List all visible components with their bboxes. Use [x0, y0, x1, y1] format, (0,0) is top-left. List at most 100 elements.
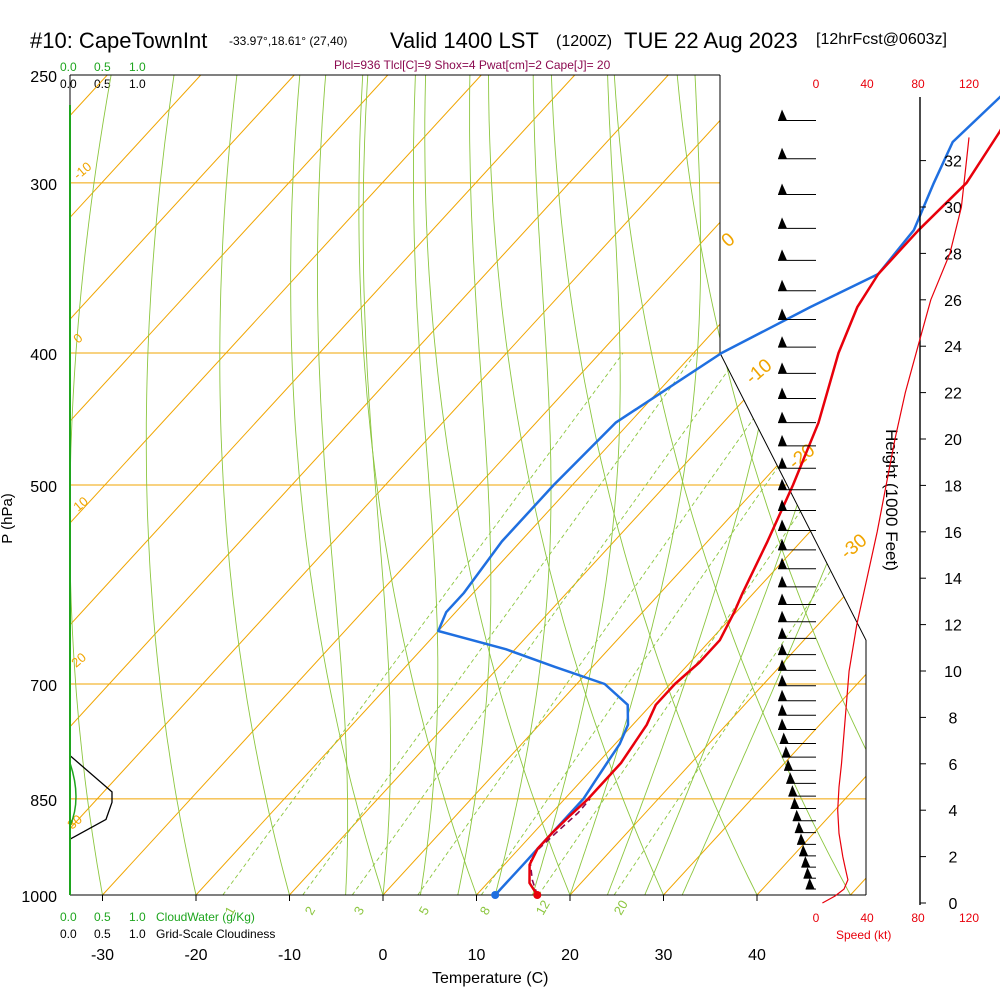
- moist-adiabat-4: [413, 75, 439, 895]
- wind-barb-flag: [794, 821, 804, 833]
- dry-adiabat-110: [992, 75, 1000, 895]
- isotherm-label-30-right: -30: [837, 530, 872, 564]
- x-tick-label-0: 0: [379, 947, 388, 964]
- cw-top-05: 0.5: [94, 60, 111, 74]
- height-tick-label-32: 32: [944, 154, 962, 171]
- wind-barb-flag: [799, 844, 809, 856]
- height-tick-label-20: 20: [944, 432, 962, 449]
- moist-adiabat-0: [362, 75, 391, 895]
- y-tick-label-500: 500: [30, 479, 57, 496]
- isotherm--50: [70, 75, 669, 895]
- cw-bot-0: 0.0: [60, 910, 77, 924]
- speed-tick-bottom-0: 0: [813, 911, 820, 925]
- y-tick-label-400: 400: [30, 347, 57, 364]
- temperature-profile: [528, 128, 1000, 896]
- speed-tick-bottom-120: 120: [959, 911, 979, 925]
- wind-barb-flag: [796, 833, 806, 845]
- dry-adiabat-50: [613, 75, 851, 895]
- wind-barb-flag: [778, 109, 787, 121]
- valid-zulu: (1200Z): [556, 33, 613, 50]
- wind-barb-flag: [778, 704, 787, 716]
- cw-top-1: 1.0: [129, 60, 146, 74]
- wind-barb-flag: [778, 217, 787, 229]
- isotherm-label-n10-top: -10: [70, 159, 94, 183]
- wind-barb-flag: [778, 387, 787, 399]
- cw-bot-05: 0.5: [94, 910, 111, 924]
- cl-bot-1: 1.0: [129, 927, 146, 941]
- valid-time: Valid 1400 LST: [390, 28, 539, 53]
- wind-barbs: [778, 109, 816, 890]
- moist-adiabat--4: [317, 75, 349, 895]
- wind-barb-flag: [778, 308, 787, 320]
- plot-area: [0, 75, 1000, 895]
- isotherm--40: [70, 75, 763, 895]
- isotherm-label-n20-left: 20: [68, 650, 89, 671]
- x-tick-label--20: -20: [184, 947, 207, 964]
- mixing-ratio-2: [302, 352, 697, 895]
- height-tick-label-6: 6: [949, 757, 958, 774]
- cl-bot-0: 0.0: [60, 927, 77, 941]
- mixing-ratio-label-12: 12: [533, 897, 553, 917]
- speed-axis-title: Speed (kt): [836, 928, 892, 942]
- mixing-ratio-3: [351, 352, 741, 895]
- wind-barb-flag: [778, 478, 787, 490]
- dry-adiabat-60: [676, 75, 866, 895]
- x-tick-label-30: 30: [655, 947, 673, 964]
- height-tick-label-26: 26: [944, 293, 962, 310]
- cl-bot-05: 0.5: [94, 927, 111, 941]
- wind-barb-flag: [790, 797, 800, 809]
- height-tick-label-18: 18: [944, 478, 962, 495]
- wind-barb-flag: [778, 610, 787, 622]
- dry-adiabat-20: [424, 75, 571, 895]
- wind-barb-flag: [778, 519, 787, 531]
- mixing-ratio-5: [417, 352, 801, 895]
- speed-tick-bottom-80: 80: [911, 911, 925, 925]
- x-tick-label--30: -30: [91, 947, 114, 964]
- x-tick-label-20: 20: [561, 947, 579, 964]
- wind-barb-flag: [778, 593, 787, 605]
- isotherm--120: [0, 75, 14, 895]
- wind-barb-flag: [778, 336, 787, 348]
- isotherm-label-0-right: 0: [718, 229, 740, 252]
- plot-frame-right: [719, 75, 867, 895]
- wind-barb-flag: [778, 279, 787, 291]
- dry-adiabat--10: [219, 75, 290, 895]
- surface-dewpoint-dot: [491, 891, 500, 899]
- height-tick-label-22: 22: [944, 386, 962, 403]
- height-tick-label-16: 16: [944, 525, 962, 542]
- x-tick-label-10: 10: [468, 947, 486, 964]
- moist-adiabat-16: [532, 75, 621, 895]
- isotherm-label-n10-left: 10: [70, 494, 91, 515]
- x-tick-label-40: 40: [748, 947, 766, 964]
- isotherm--60: [70, 75, 576, 895]
- wind-barb-flag: [778, 659, 787, 671]
- height-tick-label-14: 14: [944, 571, 962, 588]
- isotherm--10: [289, 75, 866, 895]
- dry-adiabat-80: [802, 75, 866, 895]
- y-tick-label-300: 300: [30, 177, 57, 194]
- cloud-water-curve: [69, 762, 77, 827]
- dry-adiabat-0: [290, 75, 384, 895]
- wind-barb-flag: [778, 147, 787, 159]
- speed-tick-top-80: 80: [911, 77, 925, 91]
- wind-barb-flag: [778, 538, 787, 550]
- moist-adiabat-20: [569, 75, 702, 895]
- wind-barb-flag: [786, 772, 796, 784]
- height-tick-label-8: 8: [949, 710, 958, 727]
- isotherm--70: [70, 75, 482, 895]
- mixing-ratio-1: [222, 352, 624, 895]
- y-tick-label-700: 700: [30, 678, 57, 695]
- mixing-ratio-label-20: 20: [611, 897, 631, 917]
- height-tick-label-10: 10: [944, 664, 962, 681]
- wind-barb-flag: [779, 732, 789, 744]
- cloudwater-title: CloudWater (g/Kg): [156, 910, 255, 924]
- wind-barb-flag: [778, 434, 787, 446]
- dry-adiabat--20: [145, 75, 197, 895]
- surface-temperature-dot: [533, 891, 542, 899]
- dry-adiabat-30: [488, 75, 664, 895]
- wind-barb-flag: [778, 183, 787, 195]
- moist-adiabat-32: [681, 75, 866, 895]
- isotherm-label-10-right: -10: [742, 355, 777, 389]
- dry-adiabat--30: [70, 75, 112, 895]
- wind-barb-flag: [778, 457, 787, 469]
